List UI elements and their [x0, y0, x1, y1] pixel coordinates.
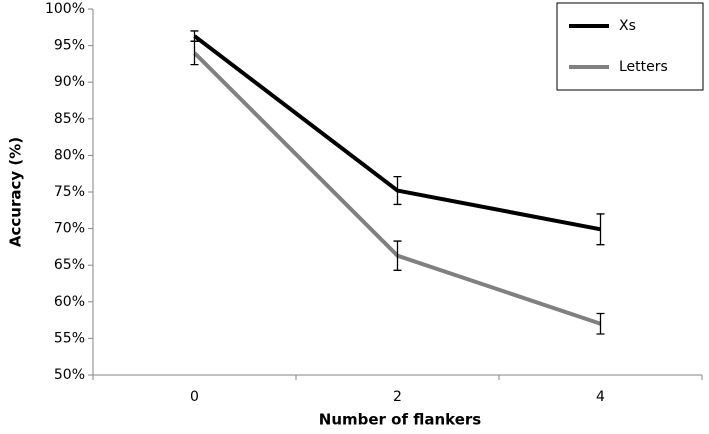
error-bar [596, 312, 605, 335]
y-tick-label: 50% [54, 367, 85, 383]
y-tick-label: 100% [45, 1, 85, 17]
legend-label: Xs [619, 18, 636, 34]
error-bar [596, 213, 605, 246]
y-tick-label: 70% [54, 221, 85, 237]
y-tick-label: 75% [54, 184, 85, 200]
legend-box [556, 2, 704, 91]
y-tick-label: 90% [54, 74, 85, 90]
y-axis-label: Accuracy (%) [7, 137, 25, 247]
error-bar [393, 175, 402, 206]
y-tick-label: 60% [54, 294, 85, 310]
x-axis-label: Number of flankers [319, 411, 482, 429]
legend-label: Letters [619, 59, 668, 75]
x-tick-label: 4 [596, 389, 605, 405]
y-tick-label: 95% [54, 38, 85, 54]
x-tick-label: 0 [190, 389, 199, 405]
y-tick-label: 80% [54, 147, 85, 163]
y-tick-label: 85% [54, 111, 85, 127]
error-bar [393, 240, 402, 271]
y-tick-label: 65% [54, 257, 85, 273]
x-tick-label: 2 [393, 389, 402, 405]
y-tick-label: 55% [54, 330, 85, 346]
error-bar [190, 40, 199, 66]
